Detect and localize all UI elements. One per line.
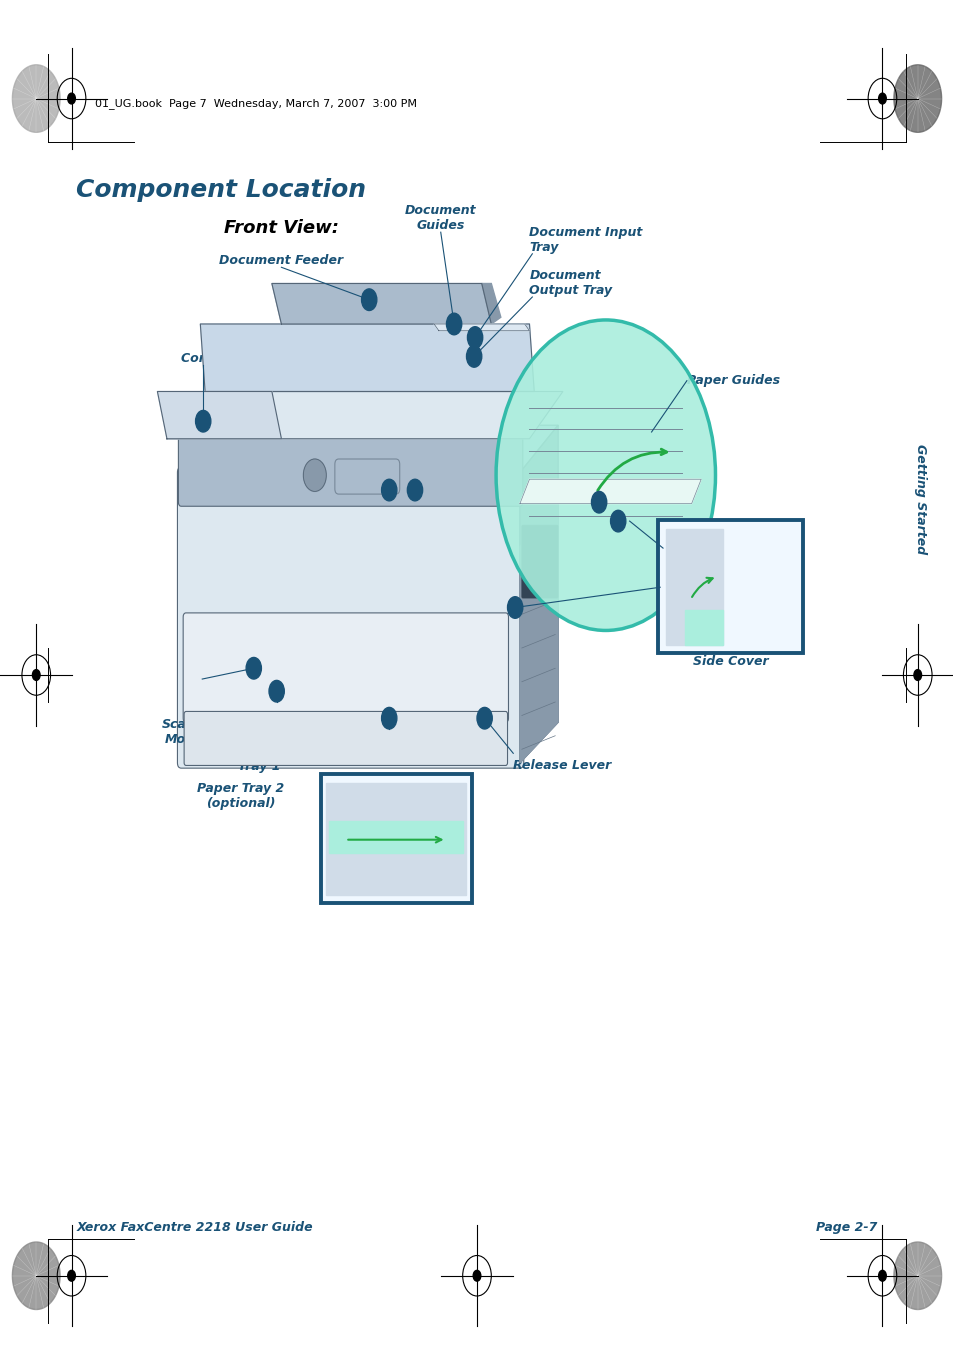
Text: Control Panel: Control Panel (181, 351, 275, 364)
FancyBboxPatch shape (320, 774, 472, 903)
Circle shape (269, 680, 284, 702)
Circle shape (878, 93, 885, 104)
Text: Component Location: Component Location (76, 178, 366, 202)
Circle shape (473, 1270, 480, 1281)
Circle shape (878, 1270, 885, 1281)
Text: 01_UG.book  Page 7  Wednesday, March 7, 2007  3:00 PM: 01_UG.book Page 7 Wednesday, March 7, 20… (95, 99, 417, 109)
Circle shape (381, 479, 396, 501)
Circle shape (467, 327, 482, 348)
Circle shape (476, 707, 492, 729)
Text: Scanner
Module: Scanner Module (162, 718, 219, 747)
Text: Paper
Tray 1: Paper Tray 1 (238, 745, 280, 774)
Text: Xerox FaxCentre 2218 User Guide: Xerox FaxCentre 2218 User Guide (76, 1220, 313, 1234)
Circle shape (381, 707, 396, 729)
Polygon shape (326, 783, 465, 895)
Circle shape (446, 313, 461, 335)
Circle shape (303, 459, 326, 491)
Circle shape (68, 1270, 75, 1281)
Text: Paper Guides: Paper Guides (686, 374, 780, 387)
Polygon shape (519, 425, 558, 763)
Circle shape (32, 670, 40, 680)
Circle shape (913, 670, 921, 680)
Text: Document
Output Tray: Document Output Tray (529, 269, 612, 297)
FancyBboxPatch shape (177, 467, 523, 768)
Circle shape (610, 510, 625, 532)
FancyBboxPatch shape (178, 414, 522, 506)
Text: Getting Started: Getting Started (913, 444, 926, 555)
Polygon shape (157, 392, 281, 439)
Polygon shape (684, 610, 722, 645)
Circle shape (591, 491, 606, 513)
Polygon shape (181, 425, 558, 472)
FancyBboxPatch shape (658, 520, 802, 653)
Polygon shape (200, 324, 534, 392)
Text: Bypass Tray: Bypass Tray (662, 554, 746, 567)
Polygon shape (272, 284, 491, 324)
Circle shape (507, 597, 522, 618)
Text: Page 2-7: Page 2-7 (816, 1220, 877, 1234)
Text: Document Feeder: Document Feeder (219, 254, 343, 267)
Polygon shape (893, 1242, 941, 1310)
Text: Document Input
Tray: Document Input Tray (529, 225, 642, 254)
Polygon shape (167, 392, 562, 439)
FancyBboxPatch shape (335, 459, 399, 494)
FancyBboxPatch shape (183, 613, 508, 722)
Text: Front Cover: Front Cover (386, 786, 468, 799)
Polygon shape (481, 284, 500, 324)
Circle shape (407, 479, 422, 501)
Circle shape (361, 289, 376, 310)
Text: Paper Tray 2
(optional): Paper Tray 2 (optional) (196, 782, 284, 810)
FancyBboxPatch shape (184, 711, 507, 765)
Circle shape (68, 93, 75, 104)
Polygon shape (12, 65, 60, 132)
Text: Release Lever: Release Lever (513, 759, 611, 772)
Polygon shape (519, 479, 700, 504)
Circle shape (246, 657, 261, 679)
Polygon shape (519, 502, 558, 763)
Text: Document
Guides: Document Guides (404, 204, 476, 232)
Polygon shape (893, 65, 941, 132)
Text: Front View:: Front View: (224, 219, 339, 236)
Circle shape (496, 320, 715, 630)
Polygon shape (12, 1242, 60, 1310)
Polygon shape (665, 529, 722, 645)
Polygon shape (329, 821, 462, 853)
Text: Side Cover: Side Cover (692, 655, 768, 668)
Circle shape (195, 410, 211, 432)
Circle shape (466, 346, 481, 367)
Polygon shape (434, 324, 529, 331)
FancyBboxPatch shape (521, 525, 558, 598)
